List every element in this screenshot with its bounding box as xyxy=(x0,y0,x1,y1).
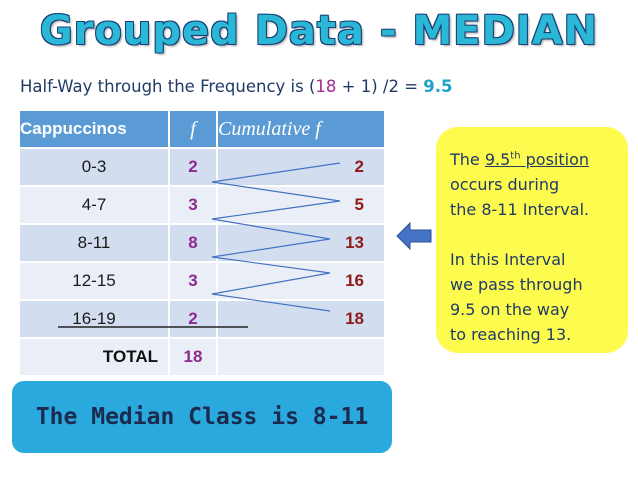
table-row: 16-19 2 18 xyxy=(20,301,386,339)
row-class: 16-19 xyxy=(20,301,170,339)
halfway-prefix: Half-Way through the Frequency is ( xyxy=(20,77,316,96)
note-line: we pass through xyxy=(450,275,583,294)
median-conclusion: The Median Class is 8-11 xyxy=(12,381,392,453)
row-cumulative: 5 xyxy=(218,187,386,225)
note-line: to reaching 13. xyxy=(450,325,572,344)
row-f: 3 xyxy=(170,263,218,301)
row-f: 8 xyxy=(170,225,218,263)
row-class: 4-7 xyxy=(20,187,170,225)
total-label: TOTAL xyxy=(20,339,170,377)
halfway-formula: Half-Way through the Frequency is (18 + … xyxy=(20,77,453,96)
total-empty-cell xyxy=(218,339,386,377)
table-total-row: TOTAL 18 xyxy=(20,339,386,377)
left-arrow-icon xyxy=(396,222,432,250)
row-cumulative: 16 xyxy=(218,263,386,301)
frequency-table: Cappuccinos f Cumulative f 0-3 2 2 4-7 3… xyxy=(20,111,386,377)
total-value: 18 xyxy=(170,339,218,377)
header-cumulative: Cumulative f xyxy=(218,111,386,149)
row-f: 2 xyxy=(170,149,218,187)
row-cumulative: 13 xyxy=(218,225,386,263)
halfway-n: 18 xyxy=(315,77,337,96)
table-row: 4-7 3 5 xyxy=(20,187,386,225)
note-text: The xyxy=(450,150,485,169)
note-text: position xyxy=(520,150,590,169)
halfway-middle: + 1) /2 = xyxy=(336,77,424,96)
note-line: occurs during xyxy=(450,175,560,194)
note-position-number: 9.5th position xyxy=(485,150,589,169)
table-header-row: Cappuccinos f Cumulative f xyxy=(20,111,386,149)
row-f: 2 xyxy=(170,301,218,339)
row-cumulative: 18 xyxy=(218,301,386,339)
table-row: 8-11 8 13 xyxy=(20,225,386,263)
row-f: 3 xyxy=(170,187,218,225)
row-class: 8-11 xyxy=(20,225,170,263)
header-f: f xyxy=(170,111,218,149)
note-superscript: th xyxy=(510,150,521,162)
note-number: 9.5 xyxy=(484,150,511,169)
note-line: the 8-11 Interval. xyxy=(450,200,590,219)
row-class: 12-15 xyxy=(20,263,170,301)
row-class: 0-3 xyxy=(20,149,170,187)
note-line: In this Interval xyxy=(450,250,566,269)
table-row: 0-3 2 2 xyxy=(20,149,386,187)
note-line: 9.5 on the way xyxy=(450,300,570,319)
halfway-result: 9.5 xyxy=(423,77,453,96)
row-cumulative: 2 xyxy=(218,149,386,187)
header-class: Cappuccinos xyxy=(20,111,170,149)
note-line: The 9.5th position xyxy=(450,147,616,172)
page-title: Grouped Data - MEDIAN xyxy=(39,8,599,54)
explanation-note: The 9.5th position occurs during the 8-1… xyxy=(436,127,628,353)
table-row: 12-15 3 16 xyxy=(20,263,386,301)
